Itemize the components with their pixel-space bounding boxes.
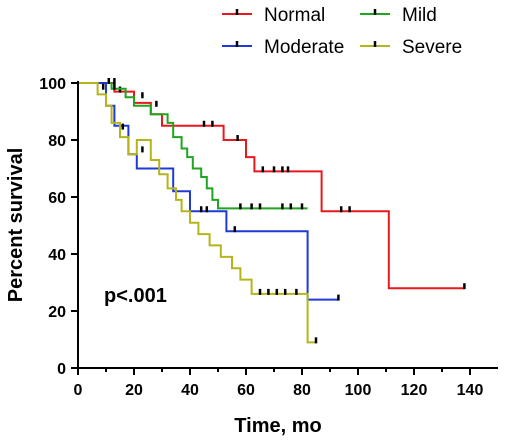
y-tick-label: 80 <box>48 133 66 150</box>
series-line-normal <box>78 82 465 290</box>
legend-label: Severe <box>402 37 462 58</box>
x-tick-label: 100 <box>345 382 372 399</box>
series-line-severe <box>78 82 316 344</box>
x-tick-label: 80 <box>293 382 311 399</box>
y-tick-label: 0 <box>57 361 66 378</box>
legend-label: Mild <box>402 5 437 26</box>
p-value-annotation: p<.001 <box>104 285 167 307</box>
series-line-moderate <box>78 82 339 301</box>
legend-label: Moderate <box>264 37 344 58</box>
x-axis-title: Time, mo <box>234 415 321 437</box>
legend-item-moderate: Moderate <box>222 37 344 58</box>
y-tick-label: 60 <box>48 190 66 207</box>
x-tick-label: 140 <box>457 382 484 399</box>
legend-label: Normal <box>264 5 325 26</box>
x-tick-label: 40 <box>181 382 199 399</box>
legend: Normal Mild Moderate Severe <box>222 5 462 58</box>
legend-item-normal: Normal <box>222 5 325 26</box>
series-line-mild <box>78 82 308 210</box>
x-tick-label: 60 <box>237 382 255 399</box>
plot-area <box>78 78 466 344</box>
y-tick-label: 20 <box>48 304 66 321</box>
y-tick-label: 40 <box>48 247 66 264</box>
y-tick-label: 100 <box>39 76 66 93</box>
x-tick-label: 120 <box>401 382 428 399</box>
legend-item-severe: Severe <box>360 37 462 58</box>
x-tick-label: 20 <box>125 382 143 399</box>
x-tick-label: 0 <box>74 382 83 399</box>
y-axis-title: Percent survival <box>5 148 27 303</box>
axes: 0 20 40 60 80 100 120 140 0 20 40 60 80 100 <box>39 76 498 399</box>
legend-item-mild: Mild <box>360 5 437 26</box>
